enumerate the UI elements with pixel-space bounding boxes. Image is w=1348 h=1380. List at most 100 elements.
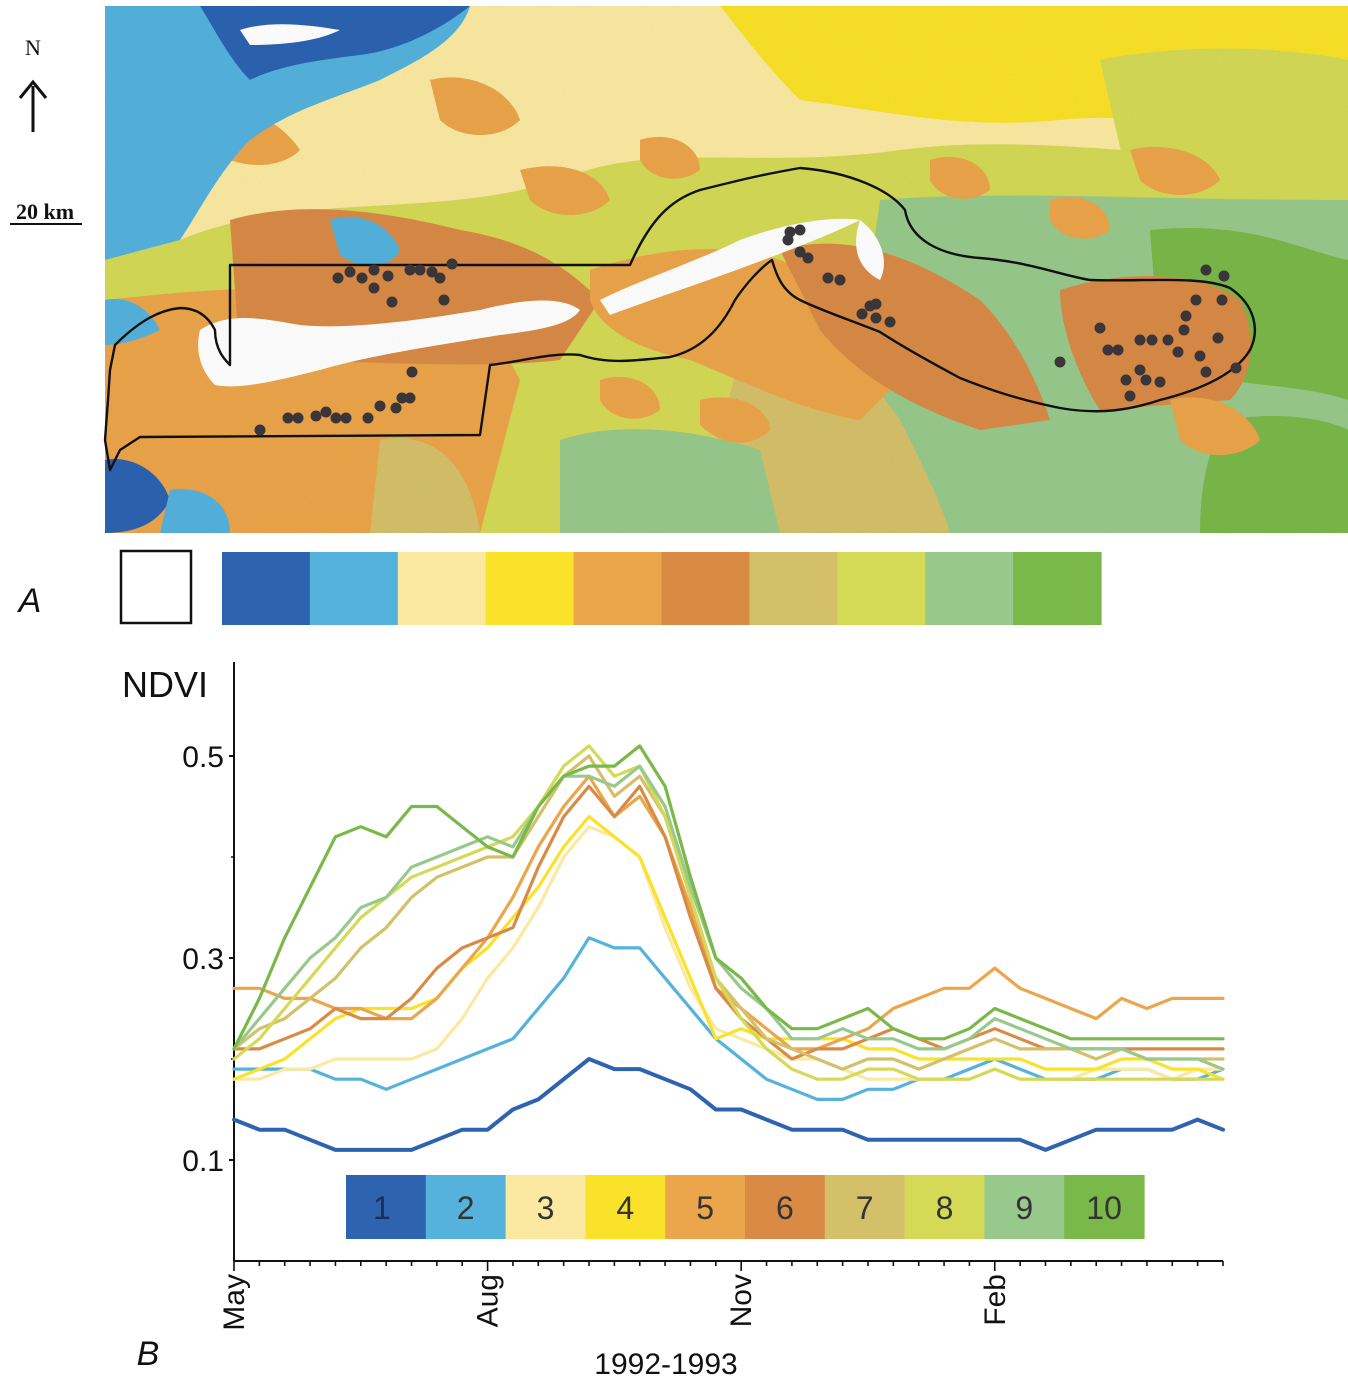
village-dot bbox=[1216, 294, 1228, 306]
legend-swatch-class-1 bbox=[222, 552, 311, 625]
village-dot bbox=[438, 294, 450, 306]
village-dot bbox=[1218, 270, 1230, 282]
legend-swatch-8 bbox=[904, 1175, 985, 1239]
legend-swatch-7 bbox=[824, 1175, 906, 1239]
village-dot bbox=[390, 402, 402, 414]
village-dot bbox=[292, 412, 304, 424]
legend-swatch-class-2 bbox=[309, 552, 399, 625]
village-dot bbox=[404, 264, 416, 276]
x-axis: May Aug Nov Feb bbox=[218, 1260, 1224, 1331]
country-boundary bbox=[103, 166, 1257, 472]
series-line-class-1 bbox=[232, 1057, 1225, 1152]
series-line-class-4 bbox=[232, 815, 1225, 1081]
village-dot bbox=[822, 272, 834, 284]
legend-swatch-class-7 bbox=[749, 552, 838, 625]
village-dot bbox=[1124, 390, 1136, 402]
y-tick-label: 0.3 bbox=[182, 943, 224, 976]
legend-swatch-9 bbox=[984, 1175, 1065, 1239]
x-tick-label: Nov bbox=[725, 1274, 758, 1327]
class-legend: 1 2 3 4 5 6 7 8 9 10 bbox=[346, 1175, 1145, 1239]
north-label: N bbox=[25, 35, 41, 60]
village-dot bbox=[320, 406, 332, 418]
village-dot bbox=[834, 274, 846, 286]
legend-swatch-1 bbox=[346, 1175, 427, 1239]
village-dot bbox=[414, 264, 426, 276]
series-line-class-6 bbox=[232, 784, 1225, 1061]
village-dot bbox=[310, 410, 322, 422]
legend-swatch-6 bbox=[745, 1175, 826, 1239]
legend-swatch-4 bbox=[585, 1175, 666, 1239]
village-dot bbox=[1102, 344, 1114, 356]
village-dot bbox=[1162, 334, 1174, 346]
village-dot bbox=[254, 424, 266, 436]
village-dot bbox=[368, 264, 380, 276]
village-dot bbox=[856, 308, 868, 320]
x-tick-label: May bbox=[218, 1274, 251, 1331]
y-axis: 0.1 0.3 0.5 bbox=[182, 662, 235, 1261]
village-dot bbox=[426, 266, 438, 278]
village-dot bbox=[1230, 362, 1242, 374]
village-dot bbox=[1146, 334, 1158, 346]
village-dot bbox=[1212, 332, 1224, 344]
village-dot bbox=[382, 270, 394, 282]
legend-label-10: 10 bbox=[1086, 1190, 1122, 1226]
scale-label: 20 km bbox=[16, 199, 74, 224]
legend-label-6: 6 bbox=[776, 1190, 794, 1226]
village-dot bbox=[404, 392, 416, 404]
series-line-class-2 bbox=[232, 936, 1225, 1101]
classification-map-panel: N 20 km A bbox=[10, 6, 1348, 625]
village-dot bbox=[1172, 346, 1184, 358]
village-markers bbox=[254, 224, 1242, 436]
village-dot bbox=[374, 400, 386, 412]
village-dot bbox=[332, 272, 344, 284]
village-dot bbox=[434, 272, 446, 284]
legend-swatch-class-10 bbox=[1013, 552, 1102, 625]
legend-label-7: 7 bbox=[856, 1190, 874, 1226]
panel-label-a: A bbox=[17, 582, 42, 620]
legend-swatch-class-8 bbox=[837, 552, 926, 625]
village-dot bbox=[802, 252, 814, 264]
village-dot bbox=[870, 298, 882, 310]
legend-label-2: 2 bbox=[457, 1190, 475, 1226]
village-dot bbox=[356, 272, 368, 284]
y-tick-label: 0.1 bbox=[182, 1145, 224, 1178]
series-line-class-5 bbox=[232, 774, 1225, 1051]
village-dot bbox=[282, 412, 294, 424]
legend-swatch-class-5 bbox=[573, 552, 663, 625]
village-dot bbox=[1094, 322, 1106, 334]
series-line-class-7 bbox=[232, 754, 1225, 1071]
village-dot bbox=[794, 246, 806, 258]
village-dot bbox=[884, 316, 896, 328]
village-dot bbox=[1154, 376, 1166, 388]
legend-swatch-water bbox=[119, 549, 193, 625]
legend-swatch-class-4 bbox=[485, 552, 575, 625]
legend-swatch-3 bbox=[505, 1175, 586, 1239]
legend-swatch-10 bbox=[1064, 1175, 1145, 1239]
village-dot bbox=[1120, 374, 1132, 386]
series-line-class-8 bbox=[232, 744, 1225, 1081]
village-dot bbox=[870, 312, 882, 324]
legend-label-9: 9 bbox=[1015, 1190, 1033, 1226]
village-dot bbox=[1112, 344, 1124, 356]
village-dot bbox=[782, 234, 794, 246]
village-dot bbox=[1178, 324, 1190, 336]
village-dot bbox=[1190, 294, 1202, 306]
village-dot bbox=[1134, 334, 1146, 346]
legend-swatch-class-3 bbox=[397, 552, 487, 625]
legend-swatch-class-9 bbox=[925, 552, 1014, 625]
village-dot bbox=[344, 266, 356, 278]
series-line-class-9 bbox=[232, 764, 1225, 1071]
village-dot bbox=[340, 412, 352, 424]
village-dot bbox=[406, 366, 418, 378]
village-dot bbox=[1054, 356, 1066, 368]
land-cover-map bbox=[105, 6, 1348, 533]
village-dot bbox=[1200, 366, 1212, 378]
y-axis-title: NDVI bbox=[122, 664, 208, 705]
x-axis-title: 1992-1993 bbox=[594, 1348, 737, 1380]
village-dot bbox=[386, 296, 398, 308]
village-dot bbox=[1140, 374, 1152, 386]
village-dot bbox=[396, 392, 408, 404]
village-dot bbox=[368, 282, 380, 294]
village-dot bbox=[446, 258, 458, 270]
ndvi-series-lines bbox=[232, 744, 1225, 1152]
